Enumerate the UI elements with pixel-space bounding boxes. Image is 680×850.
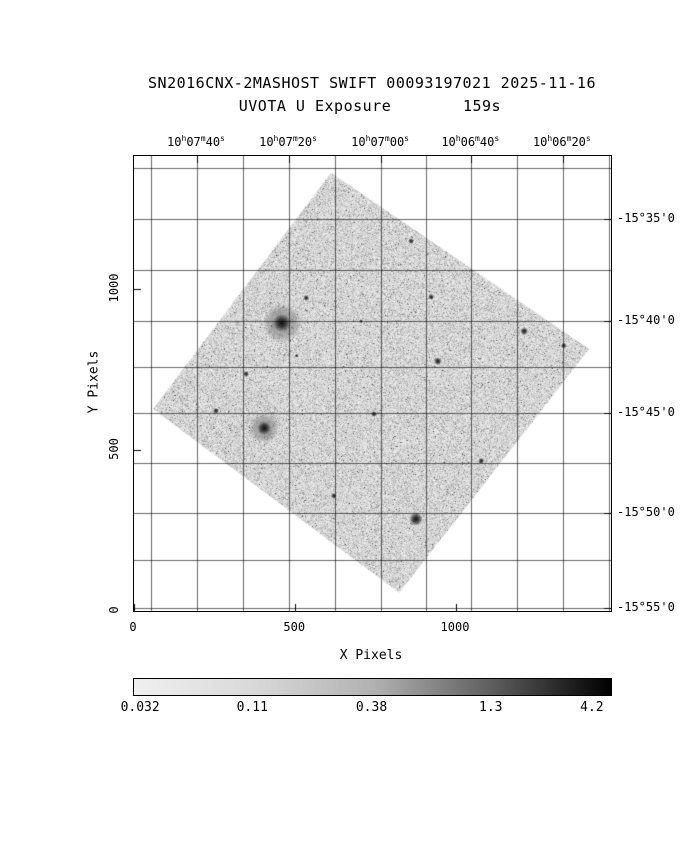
x-tick-label: 0 (129, 621, 136, 633)
figure-subtitle-row: UVOTA U Exposure 159s (0, 97, 680, 115)
colorbar-tick-label: 0.11 (237, 700, 268, 715)
colorbar-labels: 0.032 0.11 0.38 1.3 4.2 (133, 700, 612, 716)
colorbar-tick-label: 1.3 (479, 700, 502, 715)
figure: SN2016CNX-2MASHOST SWIFT 00093197021 202… (0, 0, 680, 850)
colorbar-tick-label: 4.2 (580, 700, 603, 715)
figure-subtitle: UVOTA U Exposure (239, 97, 392, 115)
ra-tick-label: 10h06m20s (533, 136, 591, 148)
plot-area (133, 155, 612, 612)
figure-title: SN2016CNX-2MASHOST SWIFT 00093197021 202… (148, 74, 596, 92)
ra-tick-label: 10h07m40s (167, 136, 225, 148)
dec-tick-label: -15°50'0 (617, 506, 675, 518)
dec-tick-label: -15°35'0 (617, 212, 675, 224)
exposure-image (134, 156, 611, 611)
y-tick-label: 0 (108, 606, 120, 613)
x-axis-title: X Pixels (340, 648, 403, 663)
dec-tick-label: -15°45'0 (617, 406, 675, 418)
colorbar (133, 678, 612, 696)
exposure-value: 159s (463, 97, 501, 115)
y-axis-title: Y Pixels (87, 351, 102, 414)
colorbar-tick-label: 0.38 (356, 700, 387, 715)
dec-tick-label: -15°40'0 (617, 314, 675, 326)
x-tick-label: 500 (283, 621, 305, 633)
dec-tick-label: -15°55'0 (617, 601, 675, 613)
x-tick-label: 1000 (441, 621, 470, 633)
colorbar-tick-label: 0.032 (121, 700, 160, 715)
ra-tick-label: 10h06m40s (441, 136, 499, 148)
y-tick-label: 500 (108, 438, 120, 460)
ra-tick-label: 10h07m00s (351, 136, 409, 148)
ra-tick-label: 10h07m20s (259, 136, 317, 148)
y-tick-label: 1000 (108, 273, 120, 302)
